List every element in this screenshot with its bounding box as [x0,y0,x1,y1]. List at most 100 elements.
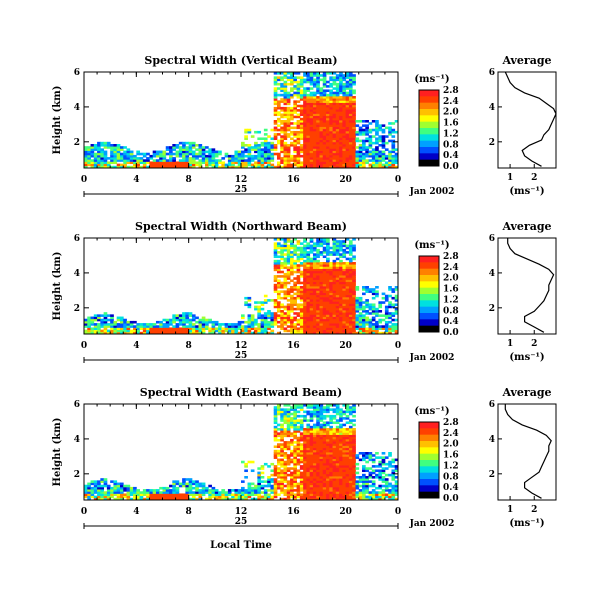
heatmap-cell [224,152,229,156]
heatmap-cell [231,493,235,497]
heatmap-cell [365,316,369,320]
heatmap-cell [335,307,340,311]
heatmap-cell [348,428,353,431]
heatmap-cell [198,144,203,147]
heatmap-cell [345,404,350,407]
heatmap-cell [299,327,304,331]
heatmap-cell [316,482,320,486]
heatmap-cell [286,318,291,322]
heatmap-cell [339,434,343,438]
heatmap-cell [345,135,350,138]
heatmap-cell [90,480,95,483]
heatmap-cell [195,489,199,492]
heatmap-cell [326,109,330,112]
heatmap-cell [123,484,127,488]
heatmap-cell [90,331,95,335]
heatmap-cell [306,454,311,457]
heatmap-cell [286,159,291,162]
heatmap-cell [110,157,114,160]
heatmap-cell [290,242,294,245]
heatmap-cell [391,323,396,326]
heatmap-cell [312,430,317,433]
heatmap-cell [224,491,229,494]
heatmap-cell [142,497,147,501]
heatmap-cell [348,96,353,99]
heatmap-cell [293,327,297,331]
heatmap-cell [345,467,350,470]
heatmap-cell [299,434,304,438]
heatmap-cell [312,299,317,302]
heatmap-cell [306,441,311,444]
heatmap-cell [303,270,307,274]
heatmap-cell [84,325,88,328]
heatmap-cell [116,148,121,151]
heatmap-cell [290,452,294,455]
heatmap-cell [332,497,337,501]
heatmap-cell [159,150,163,154]
y-axis-label: Height (km) [52,252,63,321]
heatmap-cell [312,325,317,328]
heatmap-cell [326,283,330,287]
heatmap-cell [263,314,268,317]
heatmap-cell [303,460,307,464]
heatmap-cell [299,80,304,84]
heatmap-cell [244,476,248,479]
heatmap-cell [263,133,268,136]
heatmap-cell [319,91,324,95]
heatmap-cell [381,484,386,488]
heatmap-cell [335,290,340,293]
heatmap-cell [368,325,373,328]
heatmap-cell [316,279,320,283]
heatmap-cell [303,96,307,99]
heatmap-cell [296,425,301,429]
heatmap-cell [172,482,176,486]
heatmap-cell [332,268,337,272]
heatmap-cell [378,128,383,132]
heatmap-cell [119,152,124,156]
heatmap-cell [286,456,291,459]
heatmap-cell [149,161,154,165]
heatmap-cell [342,299,347,302]
heatmap-cell [339,109,343,112]
heatmap-cell [273,467,278,470]
heatmap-cell [309,404,314,407]
heatmap-cell [205,146,209,149]
heatmap-cell [267,489,271,492]
heatmap-cell [312,128,317,132]
heatmap-cell [286,294,291,298]
heatmap-cell [312,253,317,256]
heatmap-cell [348,165,353,169]
heatmap-cell [93,497,98,501]
heatmap-cell [332,462,337,466]
heatmap-cell [319,447,324,451]
heatmap-cell [309,91,314,95]
heatmap-cell [293,412,297,416]
heatmap-cell [348,323,353,326]
heatmap-cell [208,489,212,492]
heatmap-cell [175,323,180,326]
heatmap-cell [149,493,154,497]
heatmap-cell [286,78,291,82]
heatmap-cell [155,320,160,324]
heatmap-cell [342,159,347,162]
heatmap-cell [326,137,330,141]
heatmap-cell [299,106,304,110]
heatmap-cell [290,154,294,158]
heatmap-cell [339,100,343,103]
heatmap-cell [250,323,255,326]
heatmap-cell [339,408,343,411]
heatmap-cell [381,139,386,143]
heatmap-cell [378,460,383,464]
heatmap-cell [273,165,278,169]
heatmap-cell [296,430,301,433]
heatmap-cell [97,318,101,322]
heatmap-cell [146,161,150,165]
heatmap-cell [358,161,363,165]
heatmap-cell [306,443,311,446]
heatmap-cell [290,458,294,462]
heatmap-cell [358,301,363,304]
heatmap-cell [384,305,389,309]
heatmap-cell [342,462,347,466]
heatmap-cell [296,484,301,488]
heatmap-cell [172,152,176,156]
